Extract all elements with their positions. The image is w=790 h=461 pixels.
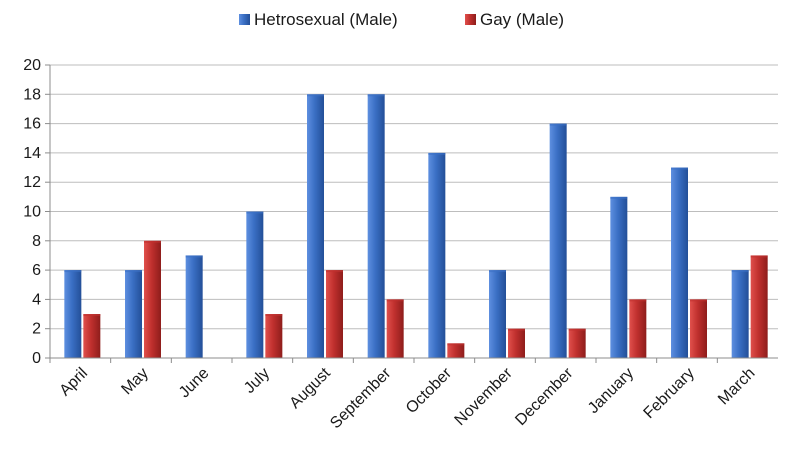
bar-cap xyxy=(671,167,688,170)
y-tick-label: 8 xyxy=(32,233,41,250)
x-tick-label: April xyxy=(57,365,92,400)
x-tick-label: August xyxy=(287,364,335,412)
bar-gay-september xyxy=(386,299,404,358)
bar-hetrosexual-march xyxy=(731,270,749,358)
bar-gay-may xyxy=(144,240,161,358)
bar-hetrosexual-july xyxy=(246,211,264,358)
bar-cap xyxy=(428,152,446,155)
x-tick-label: November xyxy=(452,364,517,429)
y-tick-label: 4 xyxy=(32,291,41,308)
bar-cap xyxy=(610,196,628,199)
bar-cap xyxy=(731,270,749,273)
x-tick-label: December xyxy=(512,364,577,429)
bar-cap xyxy=(508,328,525,331)
bar-hetrosexual-august xyxy=(307,94,324,359)
bar-cap xyxy=(326,270,343,273)
bar-hetrosexual-september xyxy=(367,94,385,359)
bar-gay-february xyxy=(690,299,707,358)
legend-swatch-gay xyxy=(465,14,476,25)
y-tick-label: 20 xyxy=(23,57,41,74)
bar-cap xyxy=(307,94,324,97)
x-tick-label: February xyxy=(641,365,698,422)
bar-cap xyxy=(246,211,264,214)
bar-hetrosexual-may xyxy=(125,270,142,358)
bar-cap xyxy=(549,123,567,126)
y-tick-label: 14 xyxy=(23,145,41,162)
y-tick-label: 2 xyxy=(32,321,41,338)
bar-gay-october xyxy=(447,343,465,358)
bar-cap xyxy=(367,94,385,97)
legend-label-hetrosexual: Hetrosexual (Male) xyxy=(254,10,398,29)
y-axis-ticks: 0 2 4 6 8 10 12 14 16 18 20 xyxy=(23,57,50,367)
y-tick-label: 12 xyxy=(23,174,41,191)
bar-gay-november xyxy=(508,328,525,358)
bar-gay-december xyxy=(568,328,586,358)
legend-swatch-hetrosexual xyxy=(239,14,250,25)
bar-hetrosexual-november xyxy=(489,270,506,358)
gridlines xyxy=(50,64,778,330)
bar-hetrosexual-june xyxy=(185,255,203,358)
x-tick-label: October xyxy=(403,364,456,417)
bar-cap xyxy=(750,255,768,258)
legend: Hetrosexual (Male) Gay (Male) xyxy=(239,10,564,29)
bars xyxy=(64,94,768,359)
bar-cap xyxy=(386,299,404,302)
y-tick-label: 0 xyxy=(32,350,41,367)
bar-cap xyxy=(629,299,647,302)
bar-gay-july xyxy=(265,314,283,358)
bar-hetrosexual-february xyxy=(671,167,688,358)
bar-cap xyxy=(447,343,465,346)
x-tick-label: January xyxy=(585,365,637,417)
y-tick-label: 10 xyxy=(23,204,41,221)
bar-hetrosexual-april xyxy=(64,270,82,358)
bar-cap xyxy=(568,328,586,331)
bar-cap xyxy=(144,240,161,243)
bar-cap xyxy=(265,314,283,317)
bar-gay-march xyxy=(750,255,768,358)
x-tick-label: May xyxy=(118,365,151,398)
bar-cap xyxy=(83,314,101,317)
y-tick-label: 18 xyxy=(23,86,41,103)
x-tick-label: June xyxy=(176,365,213,402)
bar-cap xyxy=(489,270,506,273)
y-tick-label: 6 xyxy=(32,262,41,279)
bar-hetrosexual-december xyxy=(549,123,567,358)
legend-label-gay: Gay (Male) xyxy=(480,10,564,29)
bar-cap xyxy=(690,299,707,302)
bar-gay-april xyxy=(83,314,101,358)
bar-cap xyxy=(125,270,142,273)
x-tick-label: March xyxy=(715,365,758,408)
bar-cap xyxy=(185,255,203,258)
bar-gay-august xyxy=(326,270,343,358)
y-tick-label: 16 xyxy=(23,116,41,133)
bar-hetrosexual-january xyxy=(610,196,628,358)
x-tick-label: July xyxy=(241,365,273,397)
x-tick-label: September xyxy=(327,364,395,432)
bar-hetrosexual-october xyxy=(428,152,446,358)
bar-cap xyxy=(64,270,82,273)
bar-gay-january xyxy=(629,299,647,358)
